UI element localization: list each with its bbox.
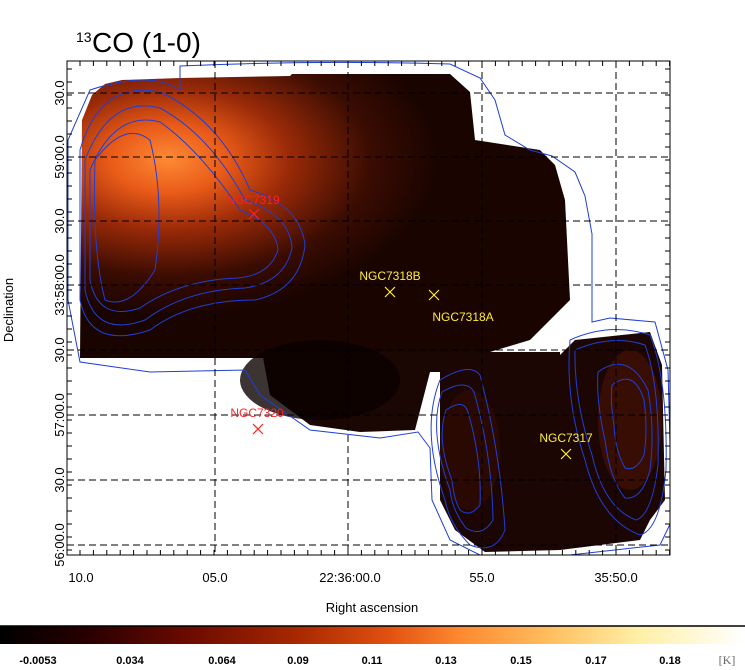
colorbar-tick-label: 0.064 <box>208 655 236 667</box>
y-axis-title: Declination <box>1 278 16 342</box>
contour-left-4 <box>93 132 160 303</box>
source-label-ngc7320: NGC7320 <box>230 406 284 420</box>
grid <box>67 61 670 555</box>
x-tick-label: 22:36:00.0 <box>319 570 380 585</box>
colorbar-tick-labels: -0.0053 0.034 0.064 0.09 0.11 0.13 0.15 … <box>19 655 680 667</box>
colorbar-unit: [K] <box>719 653 736 667</box>
contour-left-1 <box>79 89 306 337</box>
colorbar: -0.0053 0.034 0.064 0.09 0.11 0.13 0.15 … <box>0 625 745 667</box>
heatmap-image <box>67 61 670 555</box>
x-axis-title: Right ascension <box>326 600 419 615</box>
plot-frame <box>66 60 671 556</box>
y-tick-label: 57:00.0 <box>52 393 67 436</box>
contour-lower-2 <box>436 384 494 533</box>
source-markers: NGC7319 NGC7320 NGC7318B NGC7318A NGC731… <box>226 193 593 460</box>
contour-lower-3 <box>441 404 481 514</box>
source-label-ngc7319: NGC7319 <box>226 193 280 207</box>
source-ngc7319: NGC7319 <box>226 193 280 220</box>
source-label-ngc7317: NGC7317 <box>539 431 593 445</box>
contour-lower-1 <box>430 369 506 549</box>
x-tick-label: 10.0 <box>68 570 93 585</box>
source-marker-ngc7319 <box>248 208 260 220</box>
y-tick-labels: 56:00.0 30.0 57:00.0 30.0 33:58:00.0 30.… <box>52 80 67 566</box>
source-marker-ngc7317 <box>560 448 572 460</box>
source-ngc7318a: NGC7318A <box>428 289 494 324</box>
colorbar-tick-label: 0.034 <box>116 655 144 667</box>
source-ngc7320: NGC7320 <box>230 406 284 435</box>
minor-ticks <box>67 61 671 555</box>
colorbar-tick-label: 0.17 <box>585 655 606 667</box>
y-tick-label: 56:00.0 <box>52 523 67 566</box>
source-marker-ngc7318b <box>384 286 396 298</box>
y-tick-label: 30.0 <box>52 467 67 492</box>
colorbar-scale <box>0 626 745 644</box>
contour-right-4 <box>610 378 647 470</box>
contour-right-1 <box>568 329 667 536</box>
contour-left-2 <box>84 105 293 326</box>
x-tick-label: 05.0 <box>202 570 227 585</box>
colorbar-tick-label: 0.13 <box>435 655 456 667</box>
source-marker-ngc7320 <box>252 423 264 435</box>
colorbar-tick-label: 0.11 <box>362 655 383 667</box>
contour-right-2 <box>574 340 659 521</box>
x-tick-labels: 10.0 05.0 22:36:00.0 55.0 35:50.0 <box>68 570 637 585</box>
source-label-ngc7318b: NGC7318B <box>359 269 420 283</box>
y-tick-label: 33:58:00.0 <box>52 254 67 315</box>
map-glow-right <box>598 350 662 490</box>
y-tick-label: 30.0 <box>52 80 67 105</box>
source-ngc7317: NGC7317 <box>539 431 593 460</box>
x-tick-label: 55.0 <box>469 570 494 585</box>
y-tick-label: 30.0 <box>52 337 67 362</box>
map-region-left <box>80 74 570 358</box>
title-superscript: 13 <box>76 29 92 45</box>
contour-right-3 <box>597 363 653 499</box>
contour-left-3 <box>89 119 279 312</box>
source-ngc7318b: NGC7318B <box>359 269 421 298</box>
y-tick-label: 59:00.0 <box>52 135 67 178</box>
source-label-ngc7318a: NGC7318A <box>432 310 493 324</box>
title-main: CO (1-0) <box>92 27 201 58</box>
x-tick-label: 35:50.0 <box>594 570 637 585</box>
colorbar-tick-label: 0.09 <box>287 655 308 667</box>
source-marker-ngc7318a <box>428 289 440 301</box>
chart-title: 13 CO (1-0) <box>76 27 201 58</box>
colorbar-tick-label: -0.0053 <box>19 655 56 667</box>
map-dark-center <box>240 340 400 420</box>
y-tick-label: 30.0 <box>52 208 67 233</box>
colorbar-tick-label: 0.15 <box>510 655 531 667</box>
colorbar-tick-label: 0.18 <box>659 655 680 667</box>
